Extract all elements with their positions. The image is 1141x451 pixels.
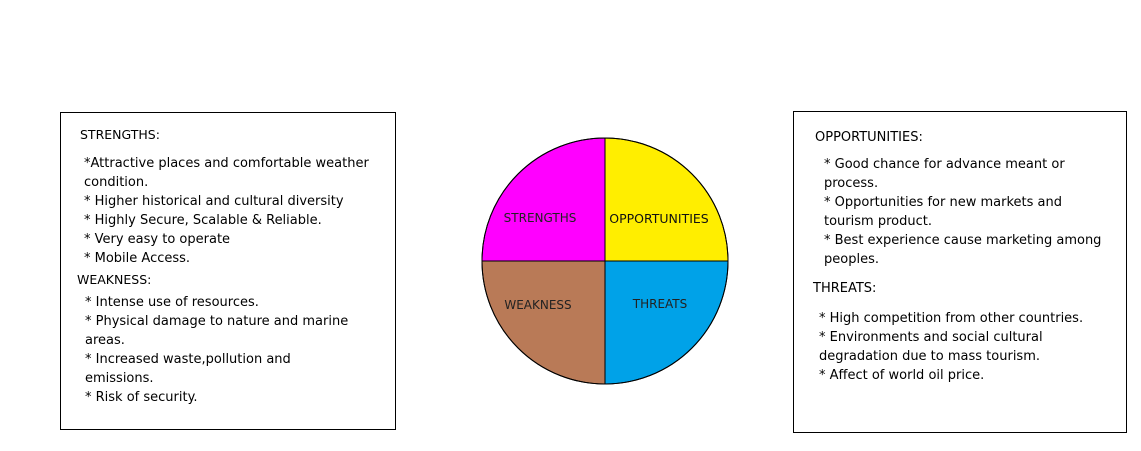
threats-item: * Affect of world oil price. <box>819 368 985 383</box>
threats-heading: THREATS: <box>813 281 877 296</box>
strengths-item: * Very easy to operate <box>84 232 231 247</box>
opportunities-quadrant <box>604 137 729 262</box>
opportunities-item: * Good chance for advance meant or <box>824 157 1065 172</box>
swot-circle: STRENGTHS OPPORTUNITIES WEAKNESS THREATS <box>481 137 729 385</box>
opportunities-item: process. <box>824 176 879 191</box>
strengths-weakness-panel <box>60 112 396 430</box>
weakness-item: * Increased waste,pollution and <box>85 352 291 367</box>
threats-item: * Environments and social cultural <box>819 330 1043 345</box>
strengths-label: STRENGTHS <box>504 211 577 225</box>
weakness-heading: WEAKNESS: <box>77 272 152 287</box>
threats-item: * High competition from other countries. <box>819 311 1084 326</box>
weakness-item: emissions. <box>85 371 154 386</box>
strengths-heading: STRENGTHS: <box>80 127 160 142</box>
opportunities-item: peoples. <box>824 252 879 267</box>
weakness-item: * Intense use of resources. <box>85 295 259 310</box>
strengths-quadrant <box>481 137 606 262</box>
strengths-item: * Higher historical and cultural diversi… <box>84 194 344 209</box>
opportunities-item: * Opportunities for new markets and <box>824 195 1062 210</box>
strengths-item: *Attractive places and comfortable weath… <box>84 156 369 171</box>
weakness-label: WEAKNESS <box>504 298 571 312</box>
weakness-item: * Risk of security. <box>85 390 198 405</box>
opportunities-item: tourism product. <box>824 214 932 229</box>
threats-label: THREATS <box>632 297 688 311</box>
weakness-item: * Physical damage to nature and marine <box>85 314 349 329</box>
strengths-item: * Highly Secure, Scalable & Reliable. <box>84 213 322 228</box>
opportunities-heading: OPPORTUNITIES: <box>815 130 923 145</box>
strengths-item: * Mobile Access. <box>84 251 191 266</box>
weakness-item: areas. <box>85 333 125 348</box>
strengths-item: condition. <box>84 175 149 190</box>
opportunities-threats-panel <box>793 111 1127 433</box>
threats-item: degradation due to mass tourism. <box>819 349 1040 364</box>
opportunities-item: * Best experience cause marketing among <box>824 233 1102 248</box>
threats-quadrant <box>604 260 729 385</box>
opportunities-label: OPPORTUNITIES <box>609 211 709 226</box>
weakness-quadrant <box>481 260 606 385</box>
